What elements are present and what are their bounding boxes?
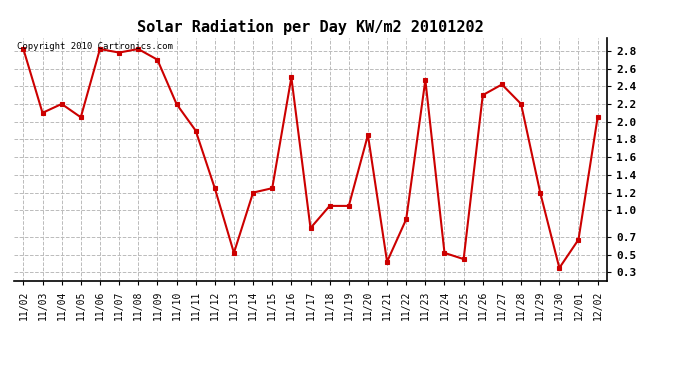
Title: Solar Radiation per Day KW/m2 20101202: Solar Radiation per Day KW/m2 20101202	[137, 19, 484, 35]
Text: Copyright 2010 Cartronics.com: Copyright 2010 Cartronics.com	[17, 42, 172, 51]
